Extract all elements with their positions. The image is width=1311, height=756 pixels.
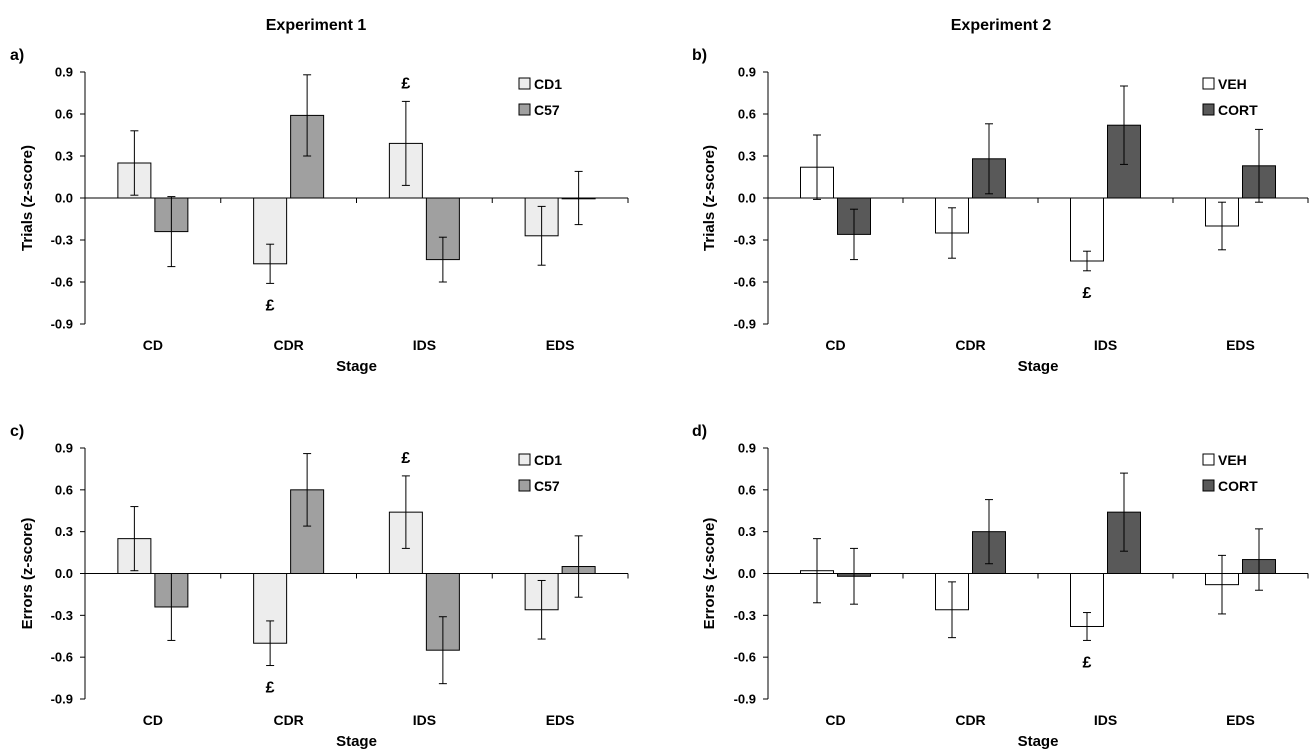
category-label: CD	[825, 337, 845, 353]
y-tick-label: 0.6	[738, 482, 756, 497]
category-label: CD	[825, 712, 845, 728]
y-tick-label: 0.3	[55, 149, 73, 164]
y-tick-label: -0.3	[734, 608, 756, 623]
y-tick-label: 0.0	[738, 566, 756, 581]
y-tick-label: 0.3	[55, 524, 73, 539]
y-axis-title: Errors (z-score)	[19, 518, 36, 630]
legend-label: C57	[534, 102, 560, 118]
y-tick-label: -0.3	[51, 608, 73, 623]
y-tick-label: -0.9	[51, 317, 73, 332]
y-tick-label: -0.6	[51, 650, 73, 665]
significance-marker: £	[266, 297, 275, 314]
legend-swatch	[518, 453, 531, 466]
y-tick-label: 0.3	[738, 524, 756, 539]
legend-swatch	[518, 103, 531, 116]
significance-marker: £	[1083, 654, 1092, 671]
category-label: CDR	[273, 712, 303, 728]
y-tick-label: -0.6	[51, 275, 73, 290]
legend-swatch	[1202, 77, 1215, 90]
legend-label: C57	[534, 478, 560, 494]
x-axis-title: Stage	[336, 733, 377, 750]
panel-letter-a: a)	[10, 47, 24, 64]
category-label: CDR	[273, 337, 303, 353]
header-experiment-1: Experiment 1	[266, 17, 367, 34]
legend-label: CD1	[534, 452, 562, 468]
legend-label: VEH	[1218, 452, 1247, 468]
panel-letter-d: d)	[692, 423, 707, 440]
category-label: IDS	[413, 712, 436, 728]
category-label: IDS	[1094, 337, 1117, 353]
category-label: EDS	[1226, 712, 1255, 728]
y-tick-label: -0.9	[734, 317, 756, 332]
y-tick-label: 0.6	[738, 107, 756, 122]
y-tick-label: 0.3	[738, 149, 756, 164]
y-tick-label: 0.9	[738, 65, 756, 80]
y-axis-title: Trials (z-score)	[19, 145, 36, 251]
y-tick-label: -0.9	[51, 692, 73, 707]
panel-a-chart: a) 0.9 0.6 0.3 0.0 -0.3 -0.6 -0.9 CD CDR IDS EDS Sta…	[10, 47, 629, 375]
legend-swatch	[518, 479, 531, 492]
y-axis-title: Errors (z-score)	[701, 518, 718, 630]
bar-c57-cdr	[290, 489, 325, 575]
significance-marker: £	[401, 75, 410, 92]
category-label: IDS	[413, 337, 436, 353]
y-tick-label: -0.9	[734, 692, 756, 707]
y-tick-label: 0.0	[55, 566, 73, 581]
legend-label: CD1	[534, 76, 562, 92]
category-label: EDS	[546, 337, 575, 353]
y-tick-label: 0.9	[738, 441, 756, 456]
y-tick-label: 0.9	[55, 441, 73, 456]
legend-label: CORT	[1218, 478, 1258, 494]
category-label: EDS	[546, 712, 575, 728]
y-tick-label: -0.3	[734, 233, 756, 248]
y-tick-label: 0.6	[55, 482, 73, 497]
legend-swatch	[1202, 453, 1215, 466]
x-axis-title: Stage	[1018, 733, 1059, 750]
header-experiment-2: Experiment 2	[951, 17, 1052, 34]
y-tick-label: 0.0	[55, 191, 73, 206]
x-axis-title: Stage	[1018, 358, 1059, 375]
panel-c-chart: c) 0.9 0.6 0.3 0.0 -0.3 -0.6 -0.9 CD CDR IDS EDS Sta…	[10, 423, 629, 750]
y-tick-label: 0.0	[738, 191, 756, 206]
x-axis-title: Stage	[336, 358, 377, 375]
legend-label: VEH	[1218, 76, 1247, 92]
y-tick-label: -0.6	[734, 275, 756, 290]
y-tick-label: 0.6	[55, 107, 73, 122]
panel-b-chart: b) 0.9 0.6 0.3 0.0 -0.3 -0.6 -0.9 CD CDR IDS EDS Sta…	[692, 47, 1309, 375]
significance-marker: £	[401, 450, 410, 467]
category-label: CDR	[955, 712, 985, 728]
y-axis-title: Trials (z-score)	[701, 145, 718, 251]
legend-label: CORT	[1218, 102, 1258, 118]
category-label: EDS	[1226, 337, 1255, 353]
panel-d-chart: d) 0.9 0.6 0.3 0.0 -0.3 -0.6 -0.9 CD CDR IDS EDS Sta…	[692, 423, 1309, 750]
legend-swatch	[1202, 479, 1215, 492]
y-tick-label: 0.9	[55, 65, 73, 80]
legend-swatch	[518, 77, 531, 90]
legend-swatch	[1202, 103, 1215, 116]
panel-letter-b: b)	[692, 47, 707, 64]
significance-marker: £	[266, 680, 275, 697]
category-label: CD	[143, 712, 163, 728]
y-tick-label: -0.6	[734, 650, 756, 665]
category-label: IDS	[1094, 712, 1117, 728]
y-tick-label: -0.3	[51, 233, 73, 248]
category-label: CDR	[955, 337, 985, 353]
category-label: CD	[143, 337, 163, 353]
panel-letter-c: c)	[10, 423, 24, 440]
significance-marker: £	[1083, 285, 1092, 302]
